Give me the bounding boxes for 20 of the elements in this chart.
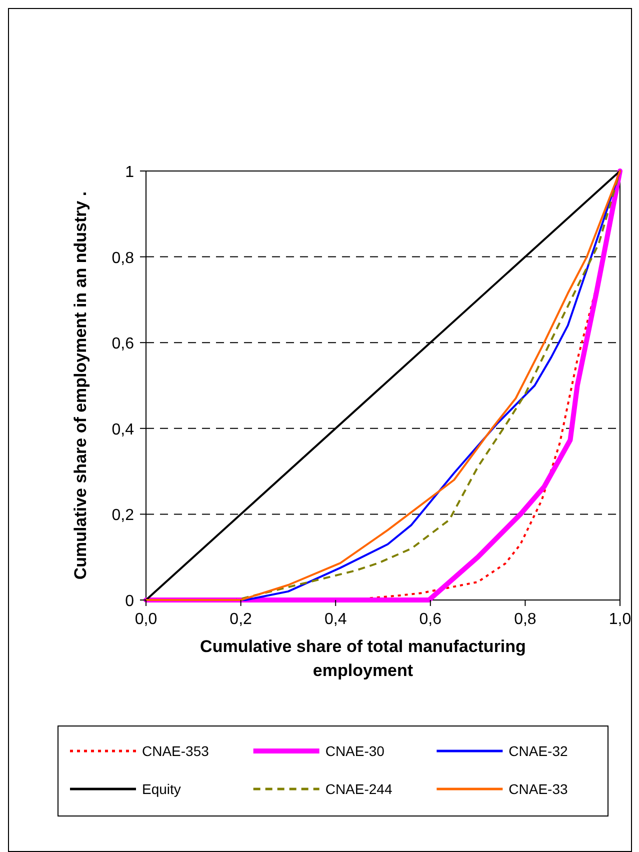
x-tick-label: 1,0 xyxy=(608,611,632,628)
y-tick-label: 0,8 xyxy=(112,250,134,267)
legend-label: CNAE-353 xyxy=(142,743,210,759)
legend-label: Equity xyxy=(142,781,181,797)
legend-label: CNAE-33 xyxy=(508,781,568,797)
y-tick-label: 0,2 xyxy=(112,507,134,524)
x-tick-label: 0,0 xyxy=(134,611,158,628)
x-tick-label: 0,2 xyxy=(230,611,252,628)
legend-label: CNAE-32 xyxy=(508,743,568,759)
y-tick-label: 0,4 xyxy=(112,421,134,438)
y-tick-label: 1 xyxy=(125,164,134,181)
legend-label: CNAE-244 xyxy=(325,781,392,797)
x-tick-label: 0,4 xyxy=(324,611,347,628)
legend-label: CNAE-30 xyxy=(325,743,385,759)
y-axis-title: Cumulative share of employment in an ndustry . xyxy=(71,191,90,580)
y-tick-label: 0 xyxy=(125,593,134,610)
x-tick-label: 0,6 xyxy=(419,611,442,628)
y-tick-label: 0,6 xyxy=(112,336,134,353)
x-tick-label: 0,8 xyxy=(514,611,536,628)
x-axis-title: Cumulative share of total manufacturing employment xyxy=(200,637,526,680)
